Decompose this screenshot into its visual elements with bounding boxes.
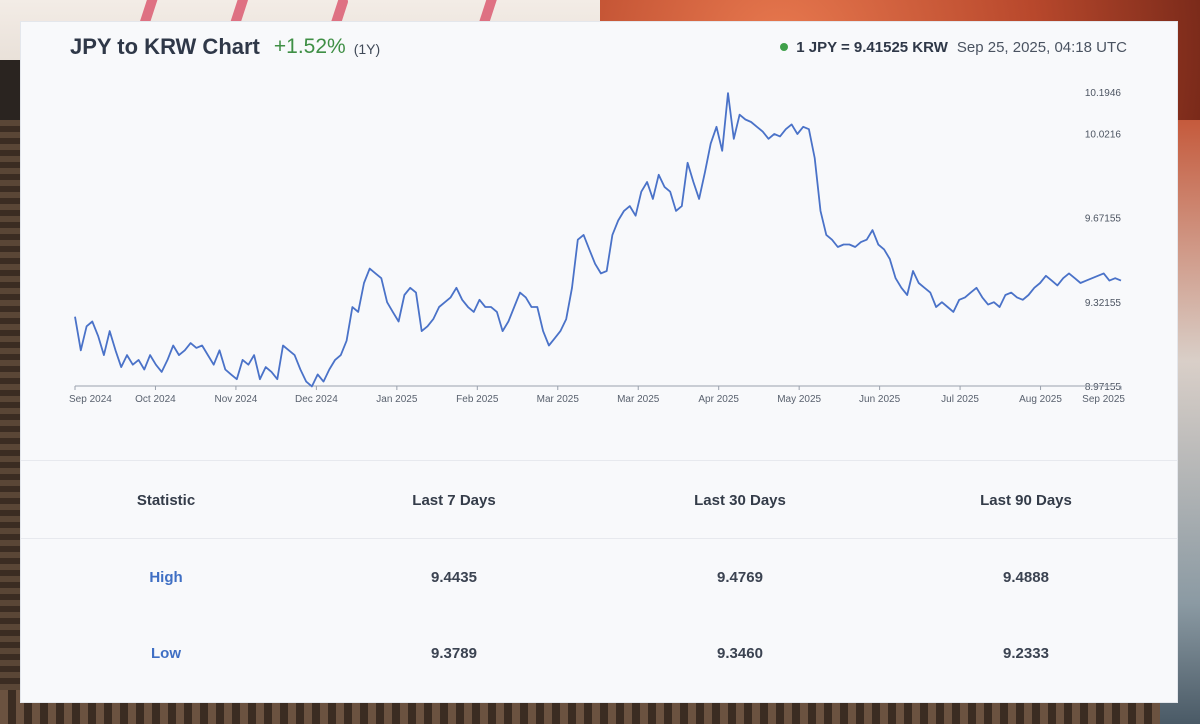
row-divider	[21, 538, 1177, 539]
y-tick-label: 9.32155	[1085, 298, 1122, 309]
header-last-7-days: Last 7 Days	[412, 491, 496, 509]
x-tick-label: Jul 2025	[941, 394, 979, 405]
chart-title: JPY to KRW Chart	[70, 34, 260, 59]
x-tick-label: Apr 2025	[698, 394, 739, 405]
header-last-30-days: Last 30 Days	[694, 491, 786, 509]
table-row-high: High 9.4435 9.4769 9.4888	[21, 539, 1177, 615]
y-tick-label: 8.97155	[1085, 382, 1122, 393]
x-tick-label: Mar 2025	[537, 394, 580, 405]
high-30d-value: 9.4769	[717, 568, 763, 586]
x-tick-label: Mar 2025	[617, 394, 660, 405]
header-last-90-days: Last 90 Days	[980, 491, 1072, 509]
current-rate: 1 JPY = 9.41525 KRW	[796, 38, 948, 56]
x-tick-label: Sep 2024	[69, 394, 112, 405]
rate-timestamp: Sep 25, 2025, 04:18 UTC	[956, 38, 1127, 56]
x-tick-label: Sep 2025	[1082, 394, 1125, 405]
x-tick-label: Oct 2024	[135, 394, 176, 405]
x-tick-label: May 2025	[777, 394, 821, 405]
low-30d-value: 9.3460	[717, 644, 763, 662]
x-tick-label: Feb 2025	[456, 394, 499, 405]
row-label-high: High	[149, 568, 183, 586]
table-row-low: Low 9.3789 9.3460 9.2333	[21, 615, 1177, 691]
line-chart[interactable]: 10.1946 10.0216 9.67155 9.32155 8.97155 Sep …	[21, 82, 1177, 412]
low-90d-value: 9.2333	[1003, 644, 1049, 662]
x-tick-label: Jun 2025	[859, 394, 901, 405]
table-header-row: Statistic Last 7 Days Last 30 Days Last …	[21, 462, 1177, 538]
x-tick-label: Nov 2024	[215, 394, 258, 405]
low-7d-value: 9.3789	[431, 644, 477, 662]
stats-table: Statistic Last 7 Days Last 30 Days Last …	[21, 462, 1177, 691]
header-statistic: Statistic	[136, 491, 196, 509]
y-tick-label: 10.1946	[1085, 88, 1122, 99]
series-line	[74, 92, 1122, 388]
table-divider	[21, 460, 1177, 461]
high-90d-value: 9.4888	[1003, 568, 1049, 586]
row-label-low: Low	[151, 644, 181, 662]
x-tick-label: Jan 2025	[376, 394, 418, 405]
chart-card: JPY to KRW Chart +1.52% (1Y) 1 JPY = 9.4…	[21, 22, 1177, 702]
x-tick-label: Dec 2024	[295, 394, 338, 405]
change-percent: +1.52%	[273, 35, 346, 58]
x-tick-label: Aug 2025	[1019, 394, 1062, 405]
high-7d-value: 9.4435	[431, 568, 477, 586]
period-label: (1Y)	[353, 41, 381, 57]
y-tick-label: 9.67155	[1085, 214, 1122, 225]
y-tick-label: 10.0216	[1085, 130, 1122, 141]
rate-info: 1 JPY = 9.41525 KRW Sep 25, 2025, 04:18 …	[780, 32, 1127, 62]
chart-header: JPY to KRW Chart +1.52% (1Y) 1 JPY = 9.4…	[70, 32, 1127, 62]
live-dot-icon	[780, 43, 789, 51]
